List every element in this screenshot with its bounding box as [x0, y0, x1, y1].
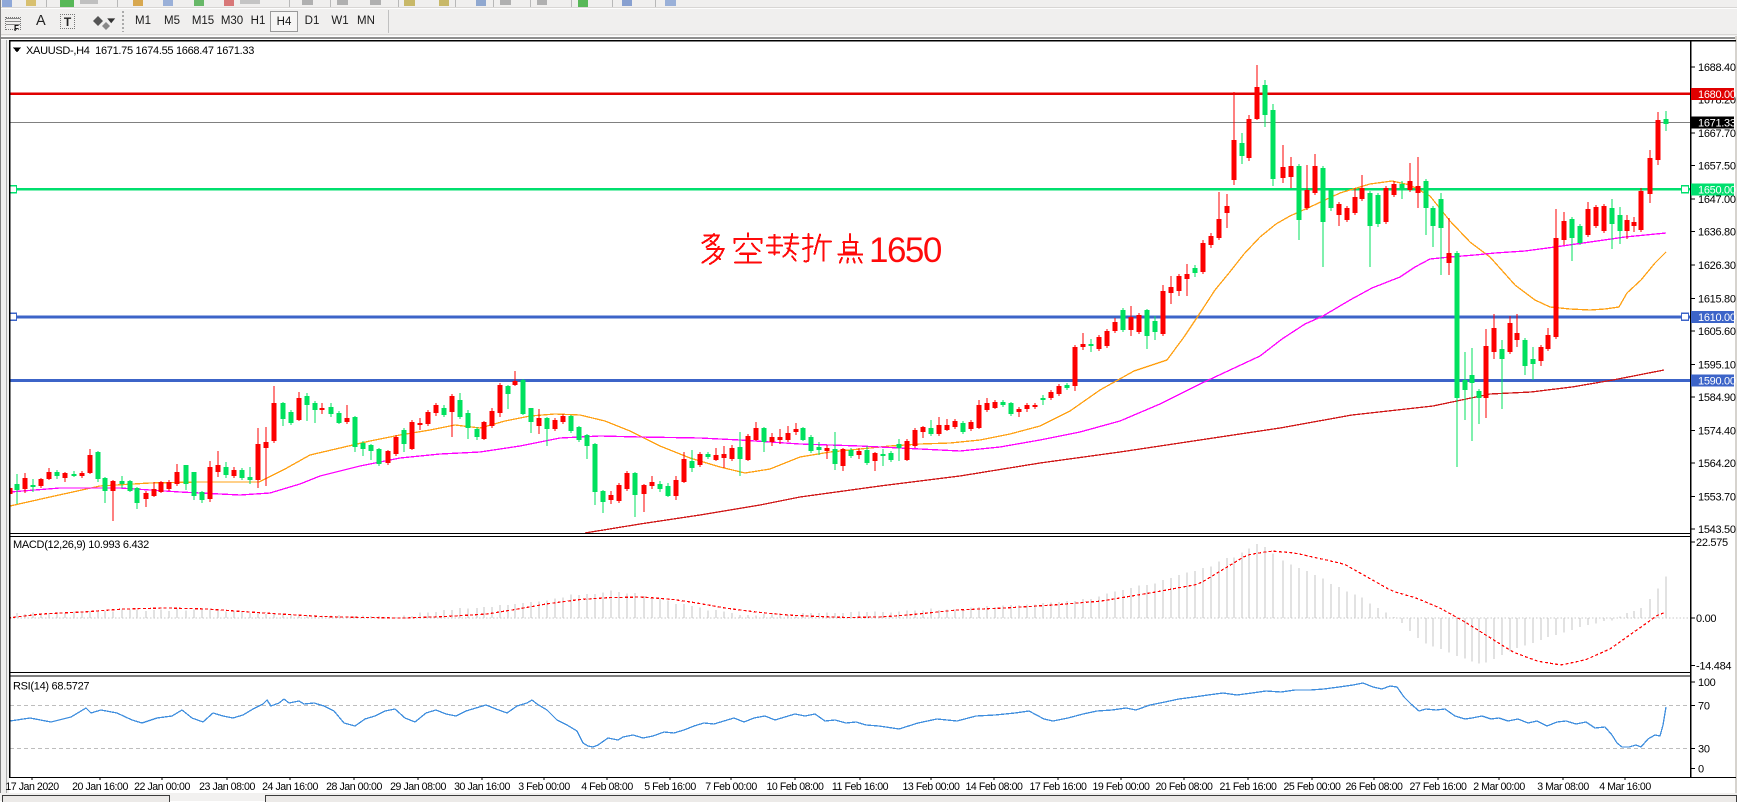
svg-text:30 Jan 16:00: 30 Jan 16:00 — [454, 781, 510, 793]
svg-text:1667.70: 1667.70 — [1698, 128, 1736, 140]
svg-text:20 Jan 16:00: 20 Jan 16:00 — [72, 781, 128, 793]
svg-text:RSI(14) 68.5727: RSI(14) 68.5727 — [13, 681, 89, 693]
svg-text:MACD(12,26,9) 10.993 6.432: MACD(12,26,9) 10.993 6.432 — [13, 539, 149, 551]
svg-text:1647.00: 1647.00 — [1698, 194, 1736, 206]
svg-text:30: 30 — [1698, 744, 1710, 756]
svg-text:1680.00: 1680.00 — [1698, 89, 1736, 101]
svg-text:0.00: 0.00 — [1696, 613, 1716, 625]
svg-text:100: 100 — [1698, 677, 1716, 689]
svg-text:70: 70 — [1698, 700, 1710, 712]
svg-text:1595.10: 1595.10 — [1698, 359, 1736, 371]
svg-text:XAUUSD-,H4 1671.75 1674.55 16: XAUUSD-,H4 1671.75 1674.55 1668.47 1671.… — [26, 45, 254, 57]
svg-text:17 Jan 2020: 17 Jan 2020 — [5, 781, 59, 793]
svg-text:0: 0 — [1698, 764, 1704, 776]
svg-text:5 Feb 16:00: 5 Feb 16:00 — [644, 781, 696, 793]
svg-text:1610.00: 1610.00 — [1698, 312, 1736, 324]
svg-text:1636.80: 1636.80 — [1698, 227, 1736, 239]
svg-text:21 Feb 16:00: 21 Feb 16:00 — [1219, 781, 1277, 793]
svg-text:4 Feb 08:00: 4 Feb 08:00 — [581, 781, 633, 793]
svg-text:24 Jan 16:00: 24 Jan 16:00 — [262, 781, 318, 793]
svg-text:1657.50: 1657.50 — [1698, 161, 1736, 173]
svg-text:1564.20: 1564.20 — [1698, 458, 1736, 470]
svg-text:1671.33: 1671.33 — [1698, 117, 1736, 129]
svg-text:1650: 1650 — [869, 231, 942, 270]
svg-text:4 Mar 16:00: 4 Mar 16:00 — [1599, 781, 1651, 793]
svg-text:13 Feb 00:00: 13 Feb 00:00 — [902, 781, 960, 793]
svg-text:1615.80: 1615.80 — [1698, 293, 1736, 305]
svg-text:2 Mar 00:00: 2 Mar 00:00 — [1473, 781, 1525, 793]
svg-text:1553.70: 1553.70 — [1698, 491, 1736, 503]
svg-text:26 Feb 08:00: 26 Feb 08:00 — [1345, 781, 1403, 793]
svg-text:-14.484: -14.484 — [1696, 660, 1731, 672]
svg-text:22 Jan 00:00: 22 Jan 00:00 — [134, 781, 190, 793]
svg-text:14 Feb 08:00: 14 Feb 08:00 — [965, 781, 1023, 793]
svg-text:23 Jan 08:00: 23 Jan 08:00 — [199, 781, 255, 793]
svg-text:1688.40: 1688.40 — [1698, 62, 1736, 74]
svg-text:1543.50: 1543.50 — [1698, 524, 1736, 536]
svg-text:28 Jan 00:00: 28 Jan 00:00 — [326, 781, 382, 793]
svg-text:29 Jan 08:00: 29 Jan 08:00 — [390, 781, 446, 793]
svg-text:1626.30: 1626.30 — [1698, 260, 1736, 272]
svg-text:22.575: 22.575 — [1696, 537, 1728, 549]
svg-text:1590.00: 1590.00 — [1698, 376, 1736, 388]
svg-text:1650.00: 1650.00 — [1698, 184, 1736, 196]
svg-text:3 Mar 08:00: 3 Mar 08:00 — [1537, 781, 1589, 793]
svg-text:10 Feb 08:00: 10 Feb 08:00 — [766, 781, 824, 793]
svg-text:25 Feb 00:00: 25 Feb 00:00 — [1283, 781, 1341, 793]
svg-text:7 Feb 00:00: 7 Feb 00:00 — [705, 781, 757, 793]
svg-text:3 Feb 00:00: 3 Feb 00:00 — [518, 781, 570, 793]
svg-text:19 Feb 00:00: 19 Feb 00:00 — [1092, 781, 1150, 793]
svg-text:20 Feb 08:00: 20 Feb 08:00 — [1155, 781, 1213, 793]
svg-text:17 Feb 16:00: 17 Feb 16:00 — [1029, 781, 1087, 793]
svg-text:27 Feb 16:00: 27 Feb 16:00 — [1409, 781, 1467, 793]
svg-text:1574.40: 1574.40 — [1698, 425, 1736, 437]
svg-text:11 Feb 16:00: 11 Feb 16:00 — [832, 781, 889, 793]
svg-text:1584.90: 1584.90 — [1698, 392, 1736, 404]
svg-text:1605.60: 1605.60 — [1698, 326, 1736, 338]
